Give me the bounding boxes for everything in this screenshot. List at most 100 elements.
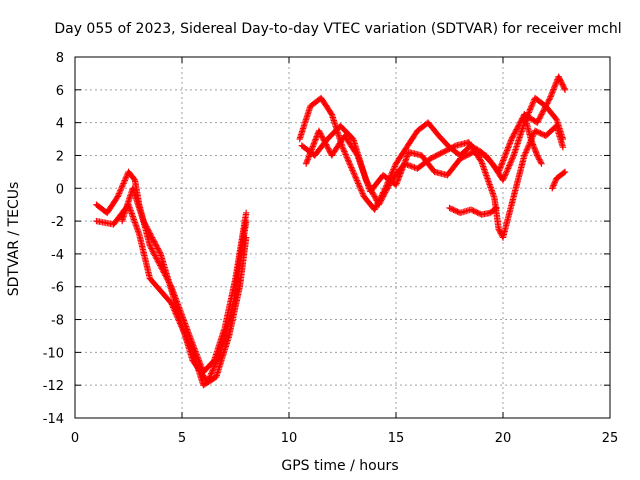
data-point-marker xyxy=(311,137,319,145)
data-point-marker xyxy=(117,186,125,193)
data-point-marker xyxy=(148,232,155,240)
data-point-marker xyxy=(319,134,326,141)
data-point-marker xyxy=(496,165,504,173)
data-point-marker xyxy=(503,147,511,154)
data-point-marker xyxy=(120,178,128,186)
data-point-marker xyxy=(116,188,123,196)
data-point-marker xyxy=(525,142,533,149)
data-point-marker xyxy=(384,183,392,191)
data-point-marker xyxy=(320,135,327,143)
data-point-marker xyxy=(121,177,128,184)
data-point-marker xyxy=(149,235,156,243)
data-point-marker xyxy=(529,100,536,108)
data-point-marker xyxy=(146,242,154,249)
data-point-marker xyxy=(513,126,520,133)
data-point-marker xyxy=(502,169,510,177)
data-point-marker xyxy=(509,134,516,141)
data-point-marker xyxy=(346,161,354,168)
data-point-marker xyxy=(211,361,219,369)
data-point-marker xyxy=(213,359,220,366)
x-tick-labels: 0 5 10 15 20 25 xyxy=(71,431,618,446)
data-point-marker xyxy=(501,154,508,161)
data-point-marker xyxy=(526,106,534,113)
data-point-marker xyxy=(207,371,214,379)
data-point-marker xyxy=(509,133,517,140)
data-point-marker xyxy=(141,220,149,228)
data-point-marker xyxy=(309,144,316,152)
data-point-marker xyxy=(544,98,552,106)
y-tick-label: -4 xyxy=(51,248,64,263)
data-point-marker xyxy=(511,130,518,137)
x-axis-label: GPS time / hours xyxy=(281,458,398,474)
data-point-marker xyxy=(307,149,314,156)
data-point-marker xyxy=(535,154,542,162)
data-point-marker xyxy=(516,120,523,128)
data-point-marker xyxy=(318,133,326,140)
data-point-marker xyxy=(508,135,515,143)
data-point-marker xyxy=(544,100,551,107)
data-point-marker xyxy=(206,374,213,381)
data-point-marker xyxy=(243,217,250,225)
data-point-marker xyxy=(358,187,365,194)
data-point-marker xyxy=(545,97,552,104)
data-point-marker xyxy=(306,150,314,157)
data-point-marker xyxy=(523,146,531,153)
data-point-marker xyxy=(140,217,147,225)
data-point-marker xyxy=(377,197,385,204)
data-point-marker xyxy=(534,153,542,161)
data-point-marker xyxy=(148,234,156,241)
data-point-marker xyxy=(156,249,164,256)
data-point-marker xyxy=(538,160,545,167)
data-point-marker xyxy=(559,144,567,151)
data-point-marker xyxy=(550,180,558,188)
data-point-marker xyxy=(145,227,152,234)
data-point-marker xyxy=(547,93,554,100)
data-point-marker xyxy=(155,247,163,255)
data-point-marker xyxy=(534,118,542,125)
y-tick-label: 0 xyxy=(56,182,64,197)
data-point-marker xyxy=(308,146,315,153)
data-point-marker xyxy=(372,196,380,203)
data-point-marker xyxy=(401,158,409,166)
data-point-marker xyxy=(501,173,508,181)
data-point-marker xyxy=(304,156,311,163)
data-point-marker xyxy=(500,155,507,163)
data-point-marker xyxy=(399,164,406,172)
data-point-marker xyxy=(521,150,529,158)
data-point-marker xyxy=(403,153,411,160)
data-point-marker xyxy=(348,164,355,171)
data-point-marker xyxy=(507,158,515,165)
data-point-marker xyxy=(325,145,332,152)
data-point-marker xyxy=(375,201,383,208)
data-point-marker xyxy=(317,131,325,139)
data-point-marker xyxy=(114,193,121,200)
data-point-marker xyxy=(322,141,330,148)
plot-frame xyxy=(74,56,611,419)
data-point-marker xyxy=(546,96,553,103)
data-point-marker xyxy=(501,152,509,160)
data-point-marker xyxy=(504,145,511,153)
data-point-marker xyxy=(322,139,329,147)
data-point-marker xyxy=(353,175,360,183)
data-point-marker xyxy=(150,249,157,256)
data-point-marker xyxy=(403,154,410,162)
data-point-marker xyxy=(320,137,328,144)
data-point-marker xyxy=(496,228,504,236)
data-point-marker xyxy=(541,104,549,111)
data-point-marker xyxy=(509,153,517,161)
data-point-marker xyxy=(549,89,556,96)
data-point-marker xyxy=(396,173,403,180)
data-point-marker xyxy=(209,366,217,373)
data-point-marker xyxy=(402,156,410,163)
data-point-marker xyxy=(343,154,351,161)
data-point-marker xyxy=(528,102,536,109)
data-point-marker xyxy=(496,167,503,174)
data-point-marker xyxy=(356,183,363,190)
data-point-marker xyxy=(118,184,125,191)
data-point-marker xyxy=(451,143,458,150)
y-tick-label: -8 xyxy=(51,314,64,329)
data-point-marker xyxy=(339,144,346,151)
data-point-marker xyxy=(302,160,310,167)
data-point-marker xyxy=(117,187,124,194)
data-point-marker xyxy=(506,141,513,148)
